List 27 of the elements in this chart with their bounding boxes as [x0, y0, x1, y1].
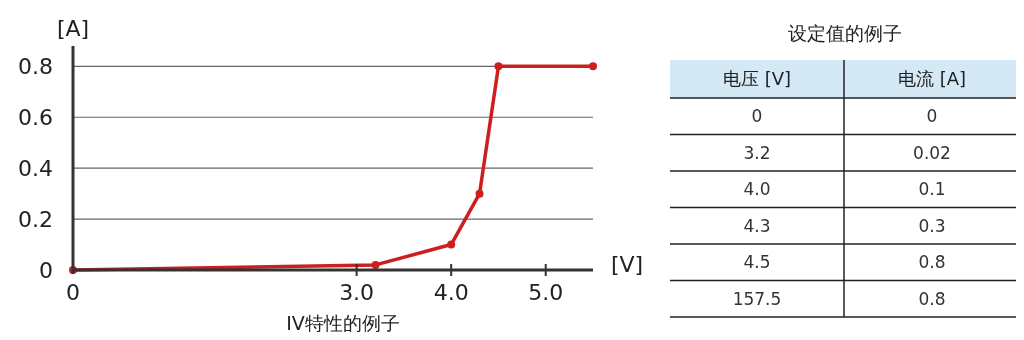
- text: 0.8: [918, 288, 946, 309]
- x-axis-title: [V]: [610, 252, 644, 278]
- text: 0: [926, 106, 938, 127]
- y-tick-label: 0.4: [18, 156, 53, 182]
- x-tick-label: 3.0: [339, 280, 375, 305]
- text: 157.5: [732, 288, 782, 309]
- y-tick-label: 0.8: [18, 54, 53, 80]
- text: 0: [751, 106, 763, 127]
- text: 0.02: [913, 142, 951, 163]
- text: IV特性的例子: [286, 312, 400, 334]
- text: 4.3: [743, 215, 771, 236]
- text: 0.3: [918, 215, 946, 236]
- y-tick-label: 0.6: [18, 105, 53, 131]
- text: 0.1: [918, 179, 946, 200]
- text: 0.8: [918, 252, 946, 273]
- y-axis-title: [A]: [56, 16, 90, 41]
- y-tick-label: 0.2: [18, 207, 53, 233]
- text: 4.0: [743, 179, 771, 200]
- text: 设定值的例子: [788, 22, 902, 44]
- text: 4.5: [743, 252, 771, 273]
- text: 3.2: [743, 142, 771, 163]
- category-label: 电压 [V]: [722, 68, 792, 90]
- category-label: 电流 [A]: [897, 68, 967, 90]
- y-tick-label: 0: [39, 257, 53, 283]
- x-tick-label: 4.0: [433, 280, 469, 305]
- x-tick-label: 5.0: [528, 280, 564, 305]
- x-tick-label: 0: [66, 280, 80, 305]
